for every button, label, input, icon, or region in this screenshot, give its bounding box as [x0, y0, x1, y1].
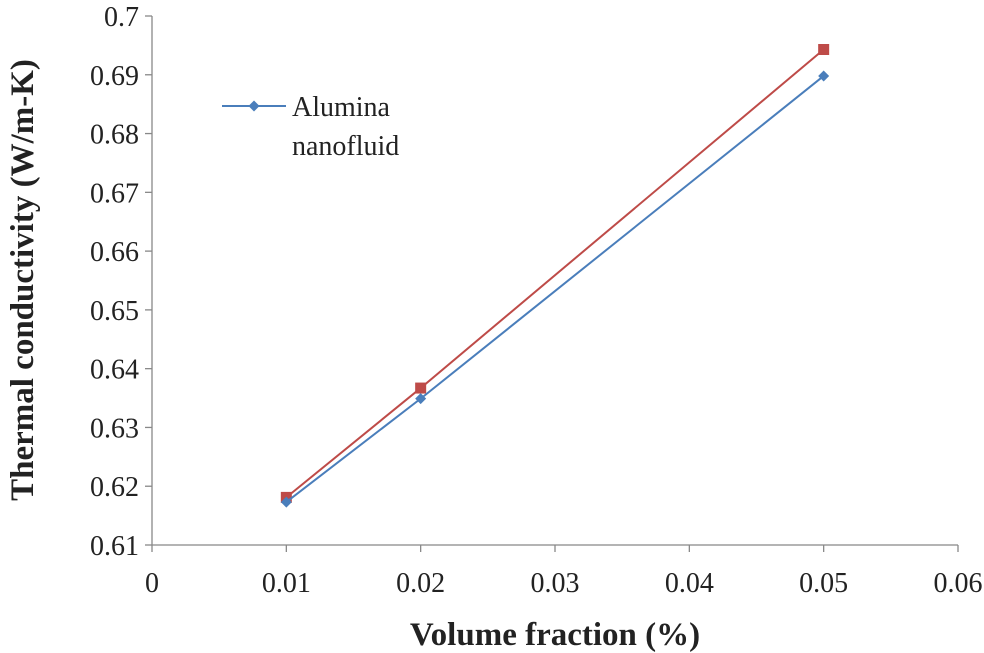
tick-labels: 0.61 0.62 0.63 0.64 0.65 0.66 0.67 0.68 0.69 0.7 0…	[90, 2, 983, 599]
y-tick-label: 0.68	[90, 120, 139, 151]
x-tick-label: 0.06	[934, 568, 983, 599]
legend-label: Alumina	[292, 92, 391, 123]
y-tick-label: 0.65	[90, 296, 139, 327]
x-axis-title: Volume fraction (%)	[410, 617, 700, 653]
x-tick-label: 0	[145, 568, 159, 599]
y-tick-label: 0.67	[90, 178, 139, 209]
series-2-point	[415, 382, 427, 394]
y-tick-label: 0.66	[90, 237, 139, 268]
axes	[145, 15, 959, 552]
x-tick-label: 0.01	[262, 568, 311, 599]
legend-label: nanofluid	[292, 131, 399, 162]
series-layer	[280, 44, 830, 508]
x-tick-label: 0.05	[799, 568, 848, 599]
y-tick-label: 0.64	[90, 355, 139, 386]
y-tick-label: 0.62	[90, 472, 139, 503]
x-tick-label: 0.03	[531, 568, 580, 599]
x-tick-label: 0.02	[396, 568, 445, 599]
y-tick-label: 0.61	[90, 531, 139, 562]
series-1-point	[280, 496, 292, 508]
series-2-point	[818, 44, 830, 56]
series-1	[280, 70, 830, 508]
legend-marker	[248, 100, 260, 112]
x-tick-label: 0.04	[665, 568, 714, 599]
y-tick-label: 0.63	[90, 413, 139, 444]
legend: Alumina nanofluid	[222, 92, 399, 162]
y-tick-label: 0.7	[104, 2, 139, 33]
series-1-point	[818, 70, 830, 82]
y-tick-label: 0.69	[90, 61, 139, 92]
series-1-point	[415, 393, 427, 405]
y-axis-title: Thermal conductivity (W/m-K)	[5, 59, 41, 501]
